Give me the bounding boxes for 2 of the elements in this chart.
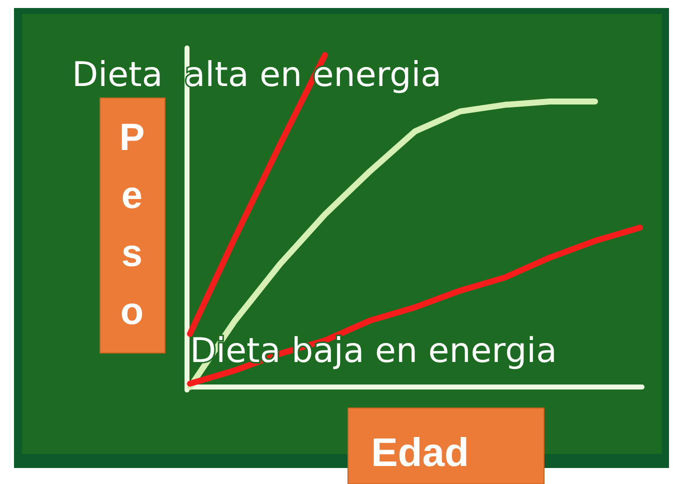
- y-axis-title: Peso: [119, 117, 145, 333]
- x-axis-title: Edad: [371, 431, 469, 475]
